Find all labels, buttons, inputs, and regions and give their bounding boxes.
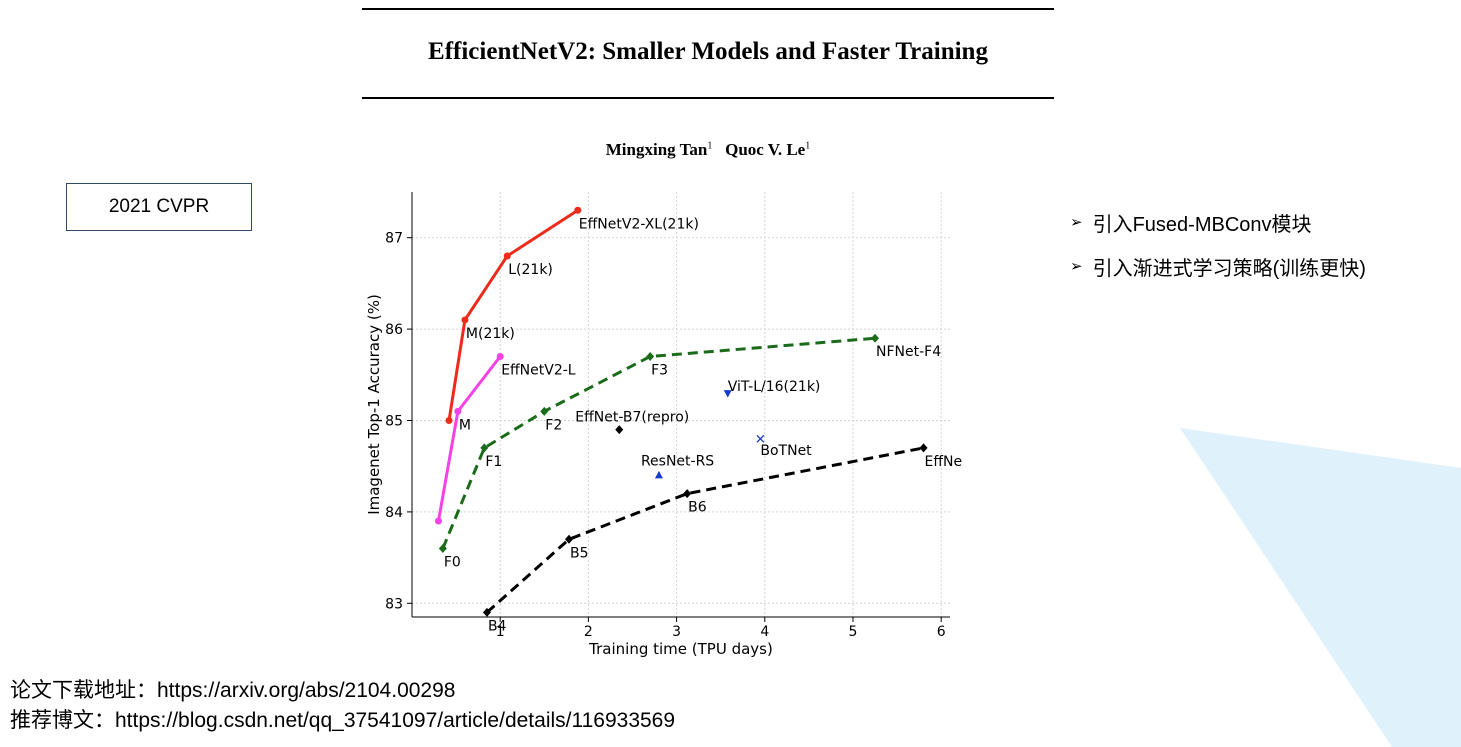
y-tick-label: 87 xyxy=(385,231,403,247)
data-label: EffNetV2-L xyxy=(501,363,576,379)
blog-link[interactable]: 推荐博文：https://blog.csdn.net/qq_37541097/a… xyxy=(10,709,676,732)
y-tick-label: 83 xyxy=(385,596,403,612)
venue-box: 2021 CVPR xyxy=(66,183,252,231)
series-line xyxy=(436,355,502,522)
data-point xyxy=(461,316,469,324)
data-point xyxy=(434,517,442,525)
decorative-triangle-shape xyxy=(1180,428,1461,747)
data-point xyxy=(503,252,511,260)
data-point xyxy=(454,407,462,415)
bullet-text: 引入渐进式学习策略(训练更快) xyxy=(1092,257,1366,280)
x-axis-label: Training time (TPU days) xyxy=(588,640,773,658)
arrow-bullet-icon: ➢ xyxy=(1070,214,1083,231)
x-tick-label: 5 xyxy=(849,624,858,640)
x-tick-label: 6 xyxy=(937,624,946,640)
x-tick-label: 3 xyxy=(672,624,681,640)
bullet-list: ➢ 引入Fused-MBConv模块 ➢ 引入渐进式学习策略(训练更快) xyxy=(1070,200,1366,288)
data-point xyxy=(654,470,663,479)
data-label: NFNet-F4 xyxy=(876,344,941,360)
series-line xyxy=(485,446,924,614)
data-label: M(21k) xyxy=(466,326,515,342)
x-tick-label: 1 xyxy=(496,624,505,640)
series-line xyxy=(447,209,579,421)
author-name: Mingxing Tan xyxy=(605,140,708,159)
data-point xyxy=(723,390,732,398)
data-label: L(21k) xyxy=(508,262,553,278)
y-axis-label: Imagenet Top-1 Accuracy (%) xyxy=(365,294,383,515)
data-point xyxy=(540,406,549,416)
author-affiliation: 1 xyxy=(707,140,713,152)
arrow-bullet-icon: ➢ xyxy=(1070,258,1083,275)
data-point xyxy=(871,333,880,343)
links: 论文下载地址：https://arxiv.org/abs/2104.00298 … xyxy=(10,676,675,736)
data-label: F3 xyxy=(651,363,668,379)
point-label: ViT-L/16(21k) xyxy=(728,379,821,395)
data-label: B5 xyxy=(570,545,589,561)
data-point xyxy=(683,489,692,499)
data-point xyxy=(438,543,447,553)
paper-authors: Mingxing Tan1 Quoc V. Le1 xyxy=(362,140,1054,160)
y-tick-label: 86 xyxy=(385,322,403,338)
data-label: F1 xyxy=(485,454,502,470)
data-label: F0 xyxy=(444,554,461,570)
data-point xyxy=(445,416,453,424)
data-point xyxy=(646,352,655,362)
data-label: B4 xyxy=(488,618,507,634)
bullet-item: ➢ 引入渐进式学习策略(训练更快) xyxy=(1070,244,1366,288)
data-point xyxy=(919,443,928,453)
y-tick-label: 85 xyxy=(385,413,403,429)
data-label: F2 xyxy=(545,417,562,433)
title-rule-top xyxy=(362,8,1054,10)
point-label: ResNet-RS xyxy=(641,453,714,469)
data-point xyxy=(615,425,624,435)
decorative-triangle xyxy=(1180,428,1461,747)
data-label: M xyxy=(459,417,471,433)
data-label: EffNet-B7 xyxy=(925,454,962,470)
x-tick-label: 4 xyxy=(760,624,769,640)
data-label: B6 xyxy=(688,500,707,516)
data-point xyxy=(756,434,765,443)
paper-title: EfficientNetV2: Smaller Models and Faste… xyxy=(428,38,988,65)
paper-download-link[interactable]: 论文下载地址：https://arxiv.org/abs/2104.00298 xyxy=(10,679,456,702)
data-point xyxy=(574,206,582,214)
point-label: EffNet-B7(repro) xyxy=(575,410,689,426)
accuracy-vs-training-time-chart: 1 2 3 4 5 6 83 84 85 86 87 Training time (TPU days)… xyxy=(365,192,962,658)
x-tick-label: 2 xyxy=(584,624,593,640)
data-point xyxy=(482,607,491,617)
author-affiliation: 1 xyxy=(805,140,811,152)
author-name: Quoc V. Le xyxy=(725,140,806,159)
data-point xyxy=(496,353,504,361)
bullet-item: ➢ 引入Fused-MBConv模块 xyxy=(1070,200,1366,244)
point-label: BoTNet xyxy=(760,443,812,459)
title-rule-bottom xyxy=(362,97,1054,99)
bullet-text: 引入Fused-MBConv模块 xyxy=(1092,213,1312,236)
data-point xyxy=(480,443,489,453)
data-point xyxy=(564,534,573,544)
data-label: EffNetV2-XL(21k) xyxy=(579,216,699,232)
y-tick-label: 84 xyxy=(385,505,403,521)
